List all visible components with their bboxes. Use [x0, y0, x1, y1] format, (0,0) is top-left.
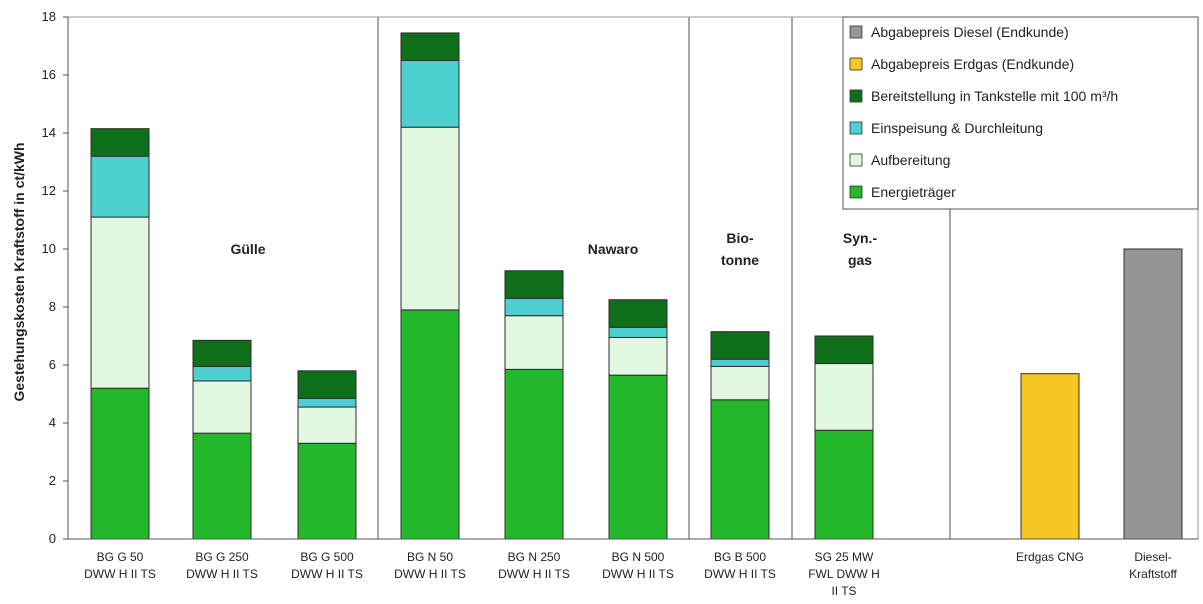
bar-segment: [400, 60, 460, 128]
x-tick-label: BG N 250: [508, 550, 561, 564]
group-label: tonne: [721, 252, 759, 268]
y-tick-label: 4: [49, 415, 56, 430]
bar-segment: [400, 309, 460, 540]
bar-segment: [504, 368, 564, 540]
x-tick-label: SG 25 MW: [815, 550, 874, 564]
group-label: Bio-: [726, 230, 754, 246]
x-tick-label: DWW H II TS: [704, 567, 776, 581]
bar-segment: [814, 335, 874, 365]
bar-segment: [504, 297, 564, 317]
bar-segment: [192, 380, 252, 434]
bar-segment: [297, 397, 357, 408]
bar-segment: [814, 429, 874, 540]
bar-segment: [710, 399, 770, 540]
x-tick-label: DWW H II TS: [498, 567, 570, 581]
bar-segment: [297, 406, 357, 444]
group-label: gas: [848, 252, 872, 268]
legend-swatch: [849, 185, 863, 199]
bar-segment: [1123, 248, 1183, 540]
y-tick-label: 10: [42, 241, 56, 256]
x-tick-label: BG G 500: [300, 550, 354, 564]
bar-segment: [192, 365, 252, 382]
bar-segment: [608, 299, 668, 328]
bar-segment: [192, 339, 252, 367]
group-label: Syn.-: [843, 230, 878, 246]
x-tick-label: BG G 50: [97, 550, 144, 564]
y-tick-label: 2: [49, 473, 56, 488]
bar-segment: [710, 365, 770, 401]
legend-label: Aufbereitung: [871, 152, 950, 168]
bar-segment: [814, 363, 874, 431]
bar-segment: [608, 336, 668, 376]
x-tick-label: Kraftstoff: [1129, 567, 1177, 581]
x-tick-label: BG B 500: [714, 550, 766, 564]
legend-label: Energieträger: [871, 184, 956, 200]
bars: [90, 32, 1183, 540]
bar-segment: [400, 32, 460, 61]
bar-segment: [90, 155, 150, 218]
legend-box: [842, 16, 1199, 210]
group-label: Nawaro: [588, 241, 639, 257]
x-tick-label: DWW H II TS: [186, 567, 258, 581]
legend-label: Abgabepreis Erdgas (Endkunde): [871, 56, 1074, 72]
x-tick-label: BG N 50: [407, 550, 453, 564]
y-tick-label: 18: [42, 9, 56, 24]
y-axis-title: Gestehungskosten Kraftstoff in ct/kWh: [11, 142, 27, 401]
x-tick-label: DWW H II TS: [602, 567, 674, 581]
x-axis-labels: BG G 50 DWW H II TS BG G 250 DWW H II TS BG …: [84, 550, 1177, 598]
bar-segment: [90, 387, 150, 540]
x-tick-label: DWW H II TS: [84, 567, 156, 581]
legend-label: Abgabepreis Diesel (Endkunde): [871, 24, 1069, 40]
bar-segment: [608, 326, 668, 338]
legend: Abgabepreis Diesel (Endkunde) Abgabepreis…: [842, 16, 1199, 210]
bar-segment: [297, 370, 357, 399]
bar-segment: [608, 374, 668, 540]
legend-swatch: [849, 121, 863, 135]
bar-segment: [90, 216, 150, 389]
bar-segment: [400, 126, 460, 311]
bar-segment: [192, 432, 252, 540]
y-tick-label: 14: [42, 125, 56, 140]
bar-segment: [504, 270, 564, 299]
x-tick-label: BG G 250: [195, 550, 249, 564]
y-tick-label: 8: [49, 299, 56, 314]
bar-segment: [710, 358, 770, 367]
y-tick-label: 16: [42, 67, 56, 82]
x-tick-label: II TS: [831, 584, 856, 598]
x-tick-label: DWW H II TS: [394, 567, 466, 581]
legend-swatch: [849, 153, 863, 167]
legend-label: Einspeisung & Durchleitung: [871, 120, 1043, 136]
y-tick-label: 6: [49, 357, 56, 372]
legend-swatch: [849, 89, 863, 103]
group-label: Gülle: [230, 241, 265, 257]
legend-swatch: [849, 25, 863, 39]
x-tick-label: FWL DWW H: [808, 567, 880, 581]
y-tick-label: 0: [49, 531, 56, 546]
bar-segment: [297, 442, 357, 540]
bar-segment: [1020, 373, 1080, 540]
legend-swatch: [849, 57, 863, 71]
group-labels: Gülle Nawaro Bio-tonne Syn.- gas: [230, 230, 877, 268]
y-tick-label: 12: [42, 183, 56, 198]
x-tick-label: Erdgas CNG: [1016, 550, 1084, 564]
bar-segment: [90, 128, 150, 157]
bar-segment: [504, 315, 564, 370]
bar-segment: [710, 331, 770, 360]
x-tick-label: BG N 500: [612, 550, 665, 564]
legend-label: Bereitstellung in Tankstelle mit 100 m³/…: [871, 88, 1118, 104]
y-axis: 0 2 4 6 8 10 12 14 16 18: [42, 9, 1198, 546]
x-tick-label: Diesel-: [1134, 550, 1171, 564]
x-tick-label: DWW H II TS: [291, 567, 363, 581]
group-dividers: [377, 17, 951, 539]
